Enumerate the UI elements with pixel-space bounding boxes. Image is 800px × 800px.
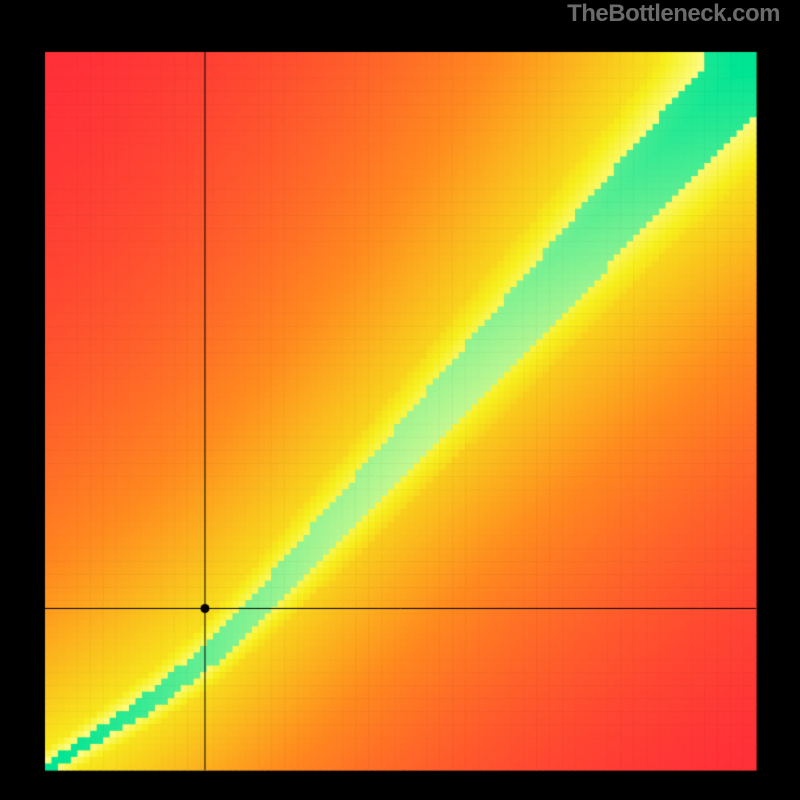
bottleneck-heatmap (25, 32, 776, 790)
attribution-label: TheBottleneck.com (567, 0, 780, 28)
